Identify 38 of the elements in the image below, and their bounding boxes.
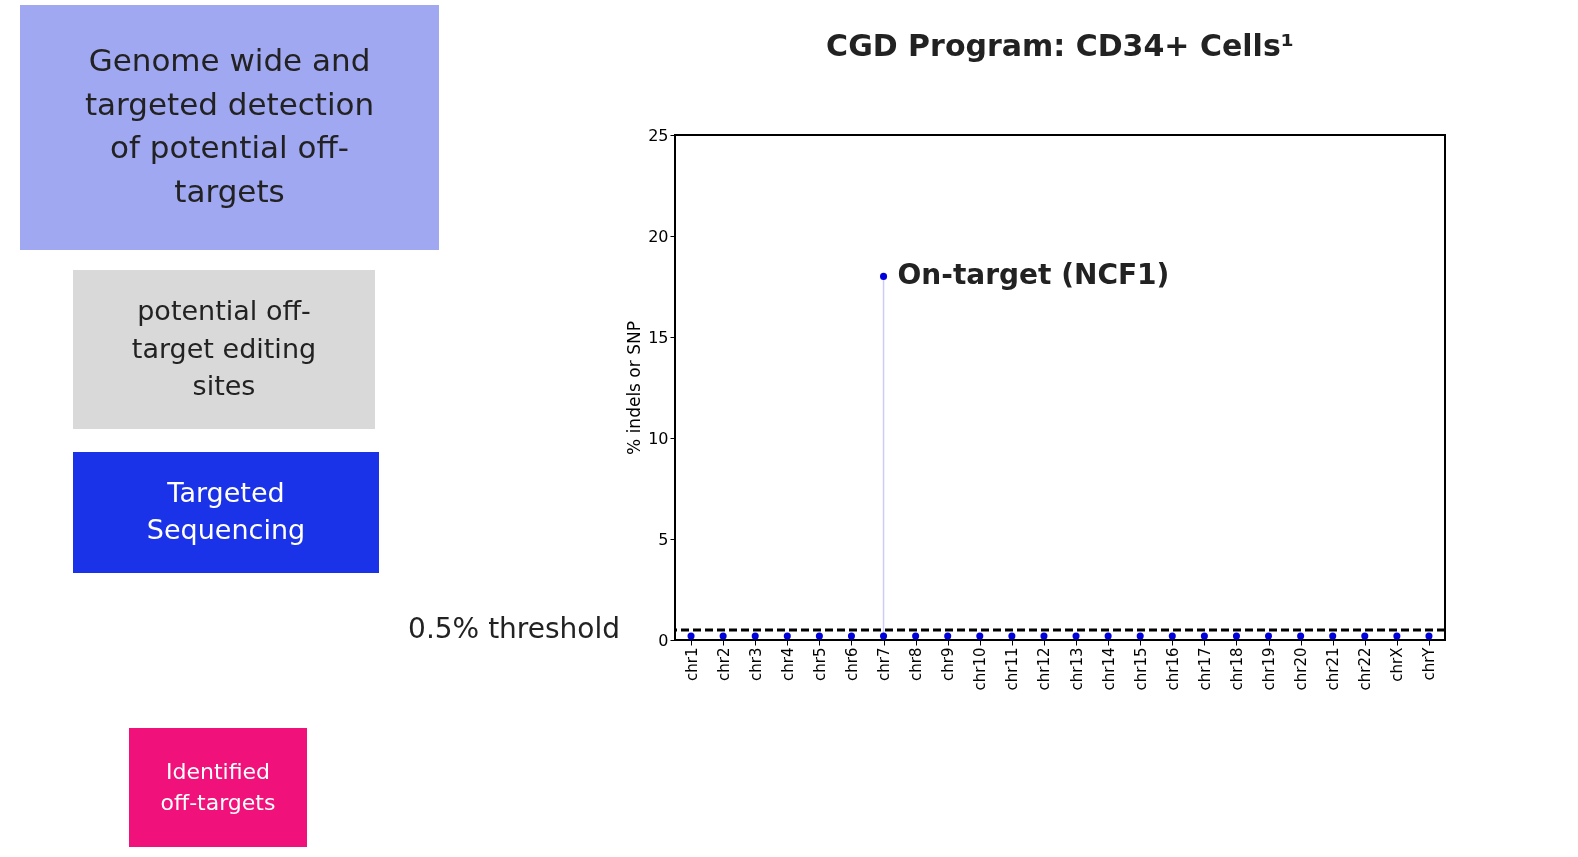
text: Targeted Sequencing xyxy=(146,476,306,546)
y-tick-label: 10 xyxy=(648,428,669,448)
ref-line-label: 0.5% threshold xyxy=(408,611,620,645)
x-tick-label: chr13 xyxy=(1067,647,1086,691)
y-tick-label: 15 xyxy=(648,327,669,347)
x-tick-label: chr10 xyxy=(971,647,990,691)
x-tick-label: chr14 xyxy=(1099,647,1118,691)
text: potential off-target editing sites xyxy=(131,294,317,402)
x-tick-label: chr9 xyxy=(939,647,958,681)
x-tick-label: chr7 xyxy=(875,647,894,681)
x-tick-label: chrX xyxy=(1388,647,1407,682)
x-tick-label: chr22 xyxy=(1356,647,1375,691)
x-tick-label: chr3 xyxy=(746,647,765,681)
x-tick-label: chr18 xyxy=(1227,647,1246,691)
y-tick-label: 25 xyxy=(648,125,669,145)
x-tick-label: chr20 xyxy=(1292,647,1311,691)
x-tick-label: chr21 xyxy=(1324,647,1343,691)
x-tick-label: chr15 xyxy=(1131,647,1150,691)
text: Genome wide and targeted detection of potential off-targets xyxy=(84,42,375,209)
x-tick-label: chr2 xyxy=(714,647,733,681)
y-tick-label: 0 xyxy=(658,630,669,650)
y-tick-label: 5 xyxy=(658,529,669,549)
y-axis-title: % indels or SNP xyxy=(624,321,645,455)
x-tick-label: chr19 xyxy=(1260,647,1279,691)
x-tick-label: chr4 xyxy=(778,647,797,681)
x-tick-label: chr1 xyxy=(682,647,701,681)
text: Identified off-targets xyxy=(160,759,276,815)
x-tick-label: chr16 xyxy=(1163,647,1182,691)
x-tick-label: chr6 xyxy=(842,647,861,681)
x-tick-label: chr5 xyxy=(810,647,829,681)
x-tick-label: chrY xyxy=(1420,646,1439,681)
x-tick-label: chr11 xyxy=(1003,647,1022,691)
x-tick-label: chr12 xyxy=(1035,647,1054,691)
chart-title: CGD Program: CD34+ Cells¹ xyxy=(826,28,1294,63)
y-tick-label: 20 xyxy=(648,226,669,246)
x-tick-label: chr8 xyxy=(907,647,926,681)
annotation: On-target (NCF1) xyxy=(897,258,1170,292)
x-tick-label: chr17 xyxy=(1195,647,1214,691)
